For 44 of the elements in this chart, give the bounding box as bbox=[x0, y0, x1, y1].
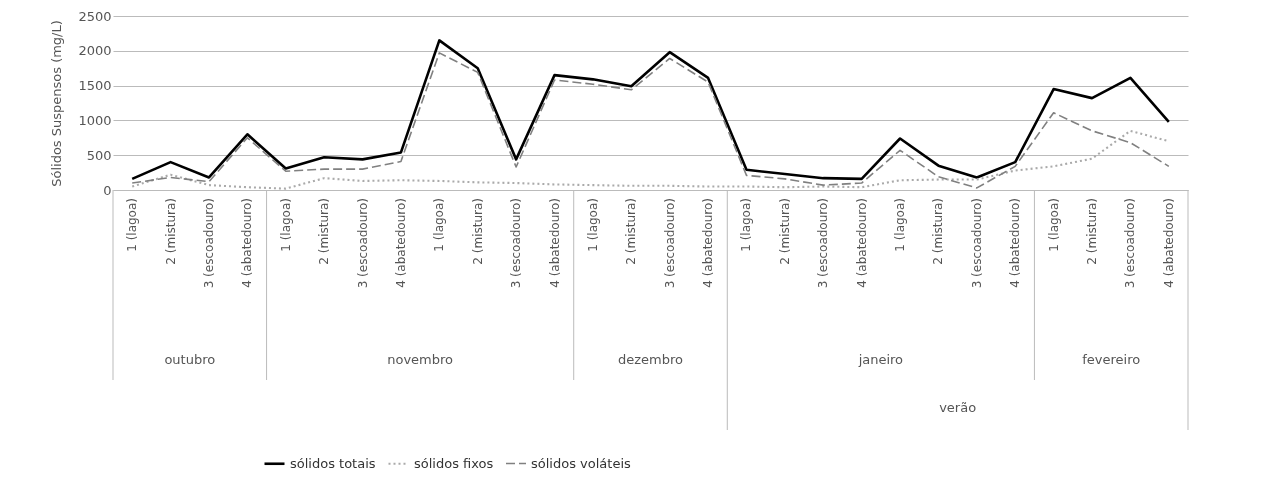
x-tick-label: 2 (mistura) bbox=[931, 198, 946, 265]
x-tick-label: 1 (lagoa) bbox=[432, 198, 447, 252]
y-tick-label: 0 bbox=[103, 182, 112, 198]
x-tick-label: 2 (mistura) bbox=[317, 198, 332, 265]
y-tick-label: 2000 bbox=[78, 43, 112, 59]
x-tick-label: 2 (mistura) bbox=[624, 198, 639, 265]
legend-label: sólidos totais bbox=[290, 455, 376, 471]
x-tick-label: 4 (abatedouro) bbox=[1008, 198, 1023, 288]
x-tick-label: 1 (lagoa) bbox=[278, 198, 293, 252]
x-tick-label: 3 (escoadouro) bbox=[816, 198, 831, 289]
text: dezembro bbox=[618, 352, 684, 367]
x-tick-label: 2 (mistura) bbox=[1085, 198, 1100, 265]
x-tick-label: 2 (mistura) bbox=[163, 198, 178, 265]
text: novembro bbox=[387, 352, 454, 367]
legend-label: sólidos voláteis bbox=[531, 455, 631, 471]
text: fevereiro bbox=[1082, 352, 1141, 367]
x-tick-label: 1 (lagoa) bbox=[893, 198, 908, 252]
x-tick-label: 4 (abatedouro) bbox=[393, 198, 408, 288]
x-tick-label: 2 (mistura) bbox=[777, 198, 792, 265]
x-tick-label: 3 (escoadouro) bbox=[969, 198, 984, 289]
x-tick-label: 1 (lagoa) bbox=[125, 198, 140, 252]
x-tick-label: 4 (abatedouro) bbox=[240, 198, 255, 288]
x-tick-label: 3 (escoadouro) bbox=[201, 198, 216, 289]
text: verão bbox=[939, 400, 977, 415]
x-tick-label: 3 (escoadouro) bbox=[509, 198, 524, 289]
y-tick-label: 2500 bbox=[78, 8, 112, 24]
x-tick-label: 4 (abatedouro) bbox=[1161, 198, 1176, 288]
y-tick-label: 500 bbox=[86, 147, 112, 163]
x-tick-label: 1 (lagoa) bbox=[585, 198, 600, 252]
y-axis-title: Sólidos Suspensos (mg/L) bbox=[49, 20, 65, 187]
x-tick-label: 4 (abatedouro) bbox=[701, 198, 716, 288]
x-tick-label: 3 (escoadouro) bbox=[662, 198, 677, 289]
x-tick-label: 4 (abatedouro) bbox=[547, 198, 562, 288]
x-tick-label: 4 (abatedouro) bbox=[854, 198, 869, 288]
x-tick-label: 3 (escoadouro) bbox=[355, 198, 370, 289]
x-tick-label: 2 (mistura) bbox=[470, 198, 485, 265]
legend-label: sólidos fixos bbox=[414, 455, 494, 471]
x-tick-label: 1 (lagoa) bbox=[739, 198, 754, 252]
y-tick-label: 1500 bbox=[78, 78, 112, 94]
text: janeiro bbox=[857, 352, 904, 367]
y-tick-label: 1000 bbox=[78, 112, 112, 128]
x-tick-label: 3 (escoadouro) bbox=[1123, 198, 1138, 289]
x-tick-label: 1 (lagoa) bbox=[1046, 198, 1061, 252]
text: outubro bbox=[164, 352, 216, 367]
